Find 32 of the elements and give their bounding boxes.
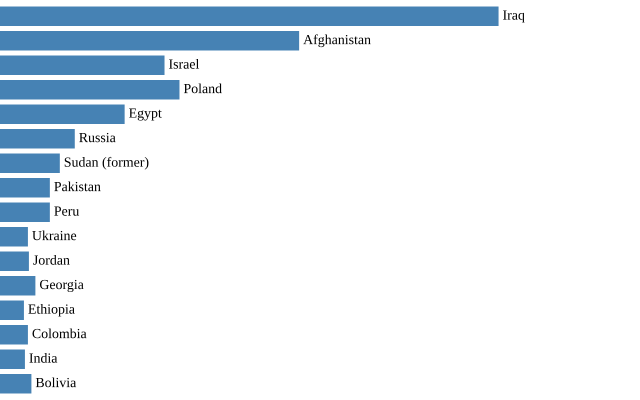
y-tick-label: Afghanistan <box>303 34 371 48</box>
bar <box>0 349 25 370</box>
bar <box>0 104 125 124</box>
bar <box>0 300 24 320</box>
bar <box>0 80 180 100</box>
y-tick-label: Iraq <box>503 10 525 23</box>
bar <box>0 55 165 76</box>
bar <box>0 226 28 247</box>
y-tick-label: Georgia <box>40 280 84 292</box>
bar <box>0 374 32 394</box>
y-tick-label: Poland <box>184 83 222 94</box>
bar <box>0 30 300 51</box>
bar <box>0 6 499 26</box>
y-tick-label: Colombia <box>32 328 86 338</box>
y-tick-label: India <box>29 352 58 363</box>
bar <box>0 128 75 149</box>
bar <box>0 276 36 296</box>
y-tick-label: Israel <box>169 58 200 69</box>
y-tick-label: Jordan <box>33 254 70 265</box>
y-tick-label: Egypt <box>129 108 162 121</box>
y-tick-label: Pakistan <box>54 181 101 192</box>
bar <box>0 153 60 174</box>
y-tick-label: Russia <box>79 132 116 142</box>
y-tick-label: Sudan (former) <box>64 156 148 170</box>
y-tick-label: Bolivia <box>36 377 76 388</box>
bar <box>0 324 28 345</box>
bar <box>0 178 50 198</box>
y-tick-label: Peru <box>54 206 80 216</box>
bar <box>0 251 29 272</box>
bar <box>0 202 50 222</box>
y-tick-label: Ukraine <box>32 230 76 240</box>
y-tick-label: Ethiopia <box>28 304 75 317</box>
